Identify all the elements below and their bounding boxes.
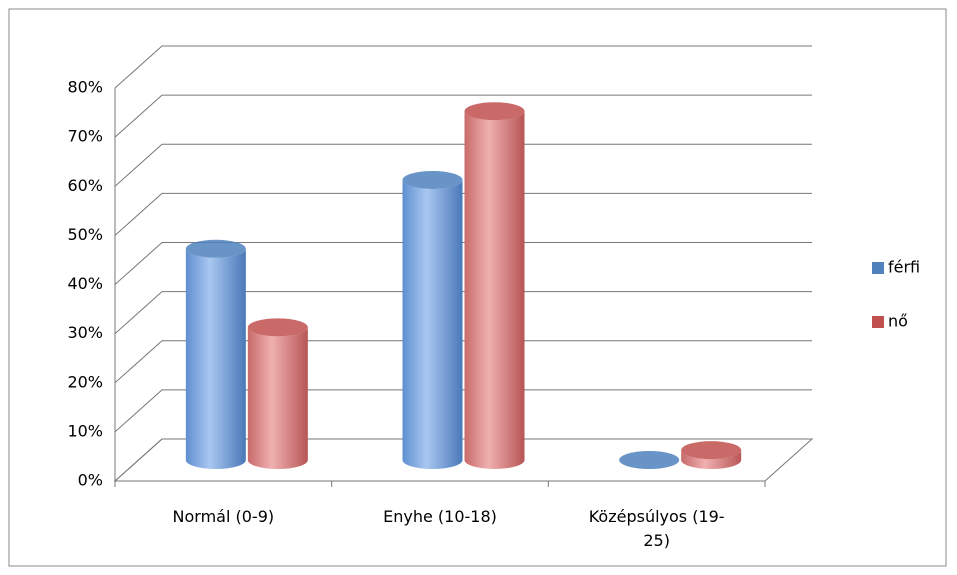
y-tick-label: 30% bbox=[67, 323, 103, 342]
grid-line bbox=[114, 45, 812, 89]
y-tick-label: 20% bbox=[67, 372, 103, 391]
y-tick-label: 60% bbox=[67, 176, 103, 195]
y-tick-label: 50% bbox=[67, 225, 103, 244]
cylinder-top bbox=[619, 451, 680, 469]
grid-line bbox=[114, 291, 812, 334]
x-tick-label: Középsúlyos (19-25) bbox=[588, 507, 725, 550]
grid-line bbox=[114, 340, 812, 384]
x-tick-label: Normál (0-9) bbox=[172, 507, 275, 526]
grid-line bbox=[114, 389, 812, 433]
grid-line bbox=[114, 438, 812, 482]
legend-label: nő bbox=[888, 312, 908, 331]
cylinder bbox=[185, 239, 246, 469]
cylinder-top bbox=[402, 170, 463, 189]
y-tick-label: 10% bbox=[67, 421, 103, 440]
cylinder-top bbox=[681, 441, 742, 460]
grid-line bbox=[114, 242, 812, 285]
cylinder-top bbox=[464, 102, 525, 121]
cylinder-body bbox=[402, 179, 463, 470]
y-tick-label: 80% bbox=[67, 78, 103, 97]
cylinder-body bbox=[247, 327, 308, 470]
grid-line bbox=[114, 192, 812, 236]
cylinder bbox=[247, 318, 308, 470]
grid-line bbox=[114, 143, 812, 187]
cylinder bbox=[464, 102, 525, 469]
cylinder-body bbox=[681, 450, 742, 469]
cylinder bbox=[619, 451, 680, 469]
chart-border bbox=[8, 8, 947, 567]
legend-label: férfi bbox=[888, 258, 920, 277]
legend-swatch bbox=[872, 262, 884, 274]
cylinder-body bbox=[464, 111, 525, 469]
cylinder-top bbox=[247, 318, 308, 337]
x-tick-label: Enyhe (10-18) bbox=[383, 507, 497, 526]
cylinder-top bbox=[185, 239, 246, 258]
y-tick-label: 40% bbox=[67, 274, 103, 293]
cylinder bbox=[681, 441, 742, 469]
cylinder-body bbox=[185, 248, 246, 469]
y-tick-label: 0% bbox=[78, 471, 103, 490]
y-tick-label: 70% bbox=[67, 127, 103, 146]
legend-swatch bbox=[872, 316, 884, 328]
grid-line bbox=[114, 94, 812, 138]
cylinder bbox=[402, 170, 463, 470]
